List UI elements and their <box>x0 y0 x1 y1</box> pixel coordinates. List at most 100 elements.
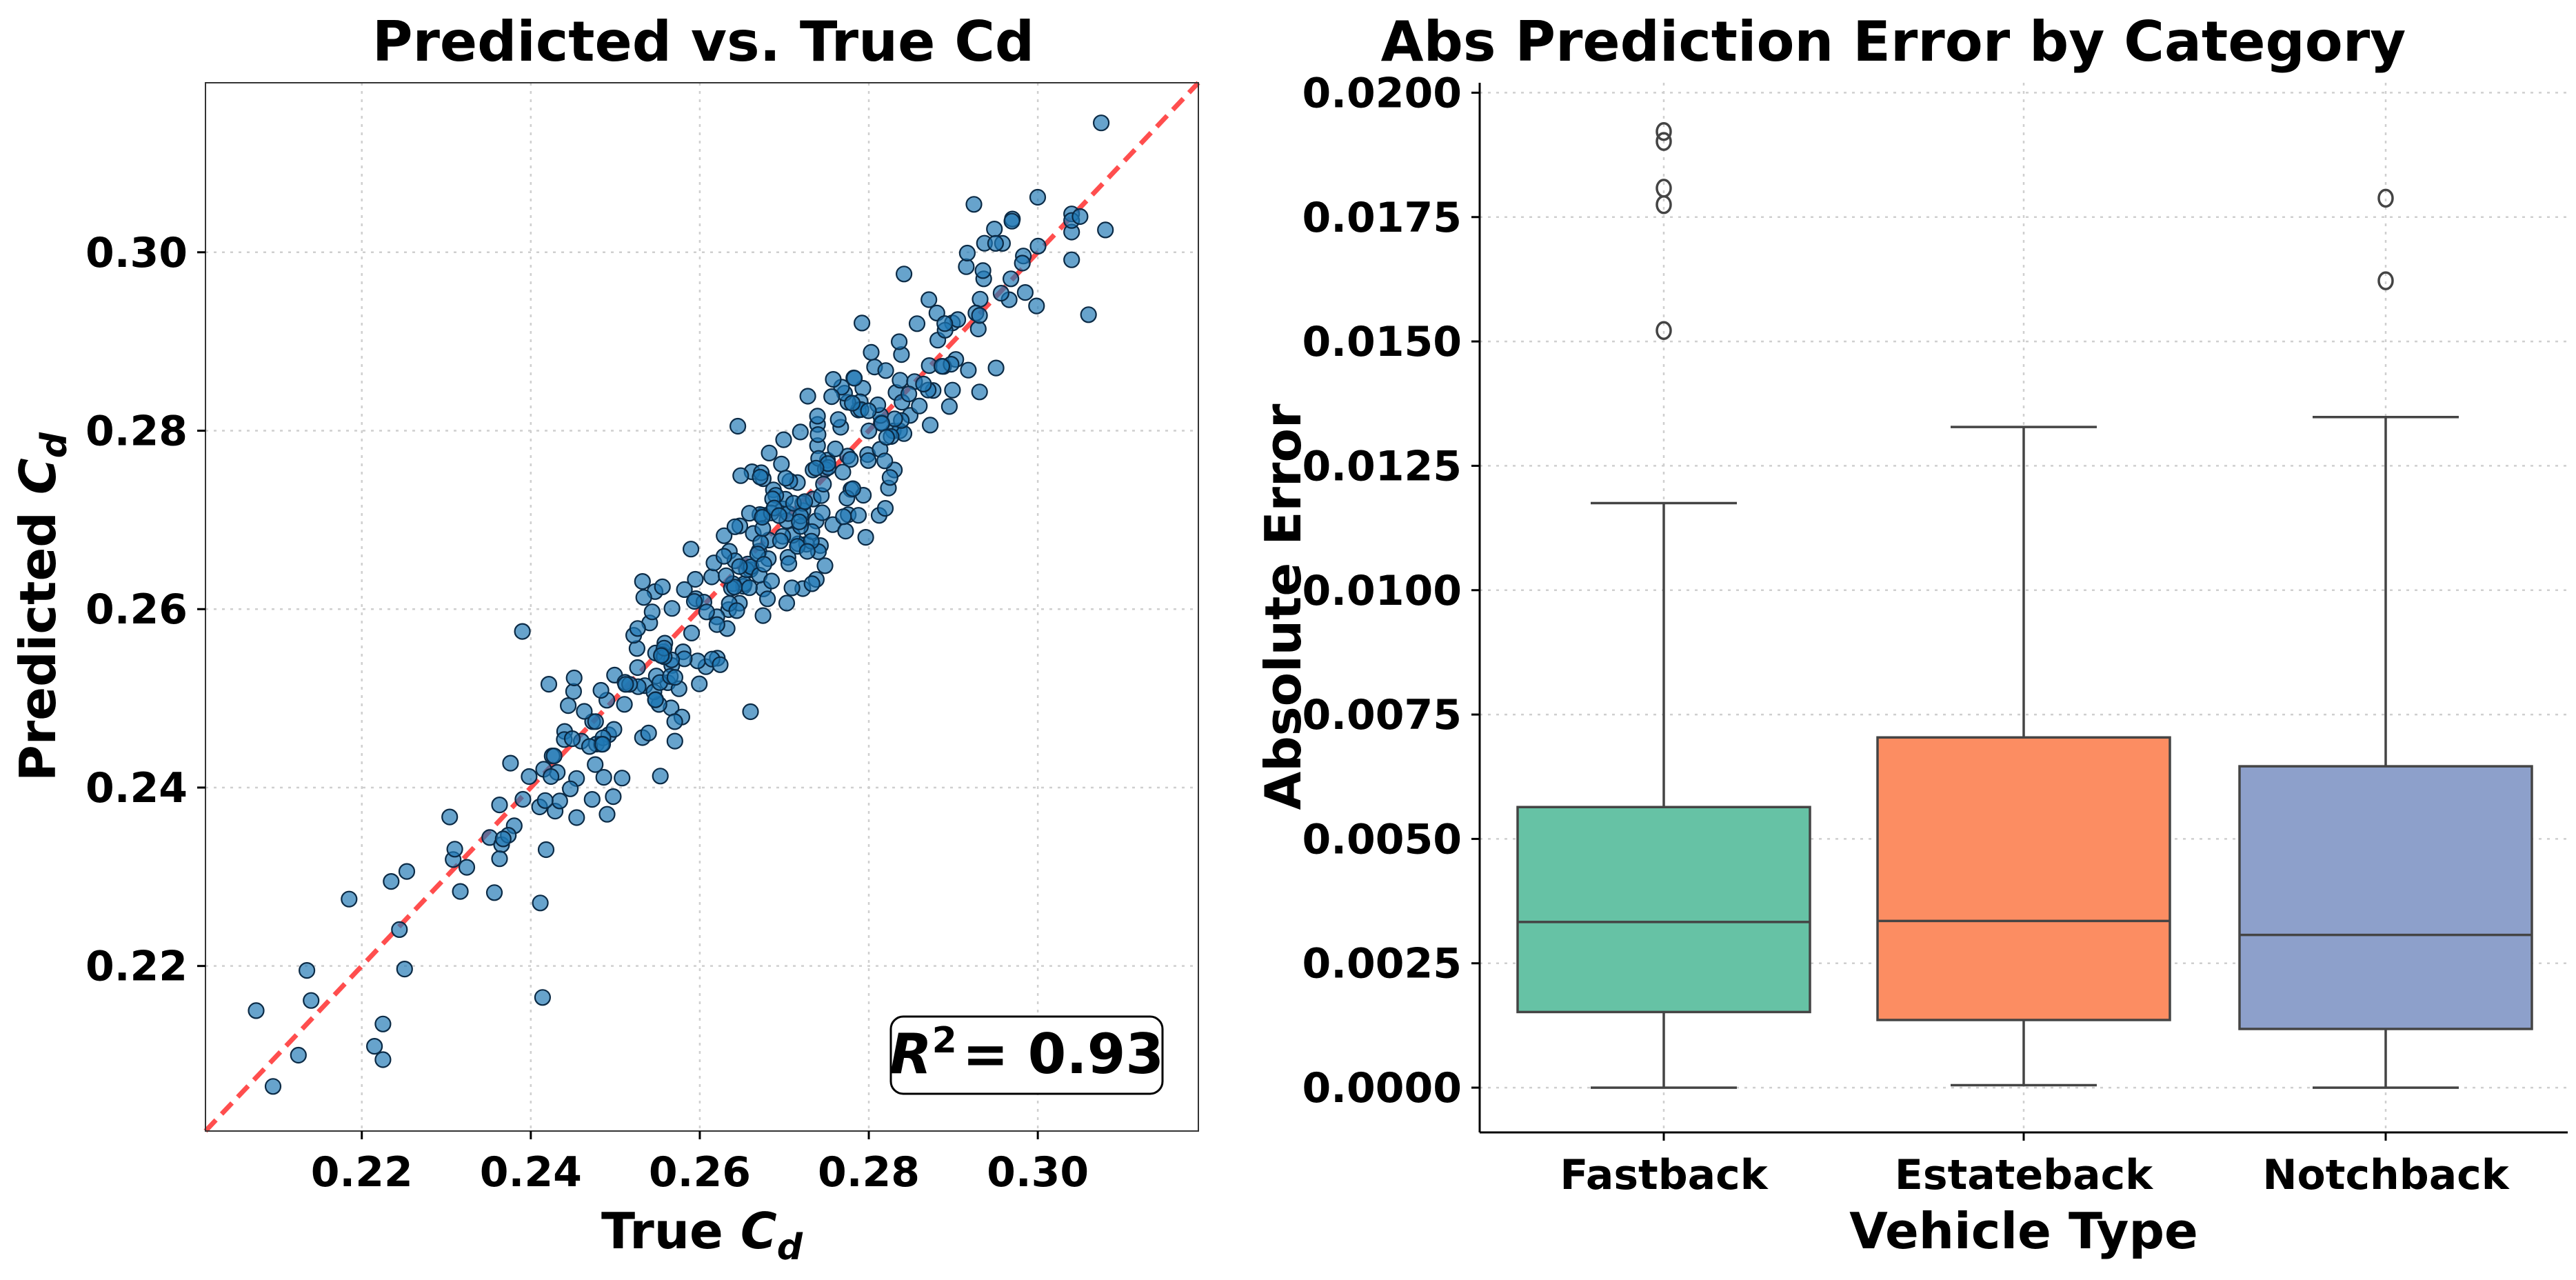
scatter-point <box>698 603 715 621</box>
scatter-x-axis-label: True Cd <box>601 1202 803 1268</box>
box-estateback <box>1876 426 2171 1087</box>
boxplot-x-tick-label: Estateback <box>1895 1151 2154 1199</box>
scatter-point <box>715 548 733 565</box>
scatter-point <box>494 830 512 848</box>
y-label-text: Predicted <box>9 512 67 781</box>
scatter-point <box>396 960 413 978</box>
r2-annotation-text: R2 = 0.93 <box>889 1020 1164 1086</box>
scatter-point <box>758 590 776 608</box>
scatter-point <box>857 528 874 546</box>
scatter-point <box>908 315 926 332</box>
scatter-point <box>965 196 983 213</box>
scatter-point <box>987 234 1005 252</box>
x-label-subscript: d <box>777 1227 803 1268</box>
scatter-point <box>365 1037 383 1055</box>
scatter-point <box>761 444 778 462</box>
scatter-point <box>742 703 759 721</box>
r2-symbol: R <box>889 1022 932 1086</box>
scatter-point <box>986 221 1003 238</box>
scatter-point <box>640 724 657 742</box>
scatter-point <box>1002 270 1020 288</box>
scatter-point <box>895 266 913 283</box>
scatter-point <box>617 676 634 693</box>
boxplot-y-tick-label: 0.0200 <box>1302 69 1462 117</box>
scatter-point <box>778 594 796 612</box>
scatter-point <box>1097 221 1114 239</box>
scatter-point <box>565 669 583 687</box>
scatter-point <box>876 452 894 470</box>
scatter-point <box>933 357 951 375</box>
scatter-point <box>576 703 593 720</box>
scatter-point <box>605 788 622 806</box>
scatter-axes-frame <box>205 82 1199 1132</box>
scatter-point <box>647 691 664 708</box>
scatter-y-tick-label: 0.26 <box>85 586 188 634</box>
scatter-panel: Predicted vs. True Cd 0.22 0.24 0.26 0.28 0.… <box>9 10 1200 1268</box>
scatter-point <box>837 522 854 540</box>
scatter-point <box>248 1002 265 1019</box>
scatter-point <box>783 579 801 597</box>
x-label-text: True <box>601 1202 723 1260</box>
scatter-point <box>873 414 891 432</box>
scatter-point <box>537 841 555 859</box>
outlier-point <box>1656 121 1672 141</box>
scatter-point <box>545 747 563 765</box>
scatter-point <box>374 1051 392 1068</box>
scatter-point <box>772 532 789 550</box>
scatter-point <box>1029 188 1047 206</box>
scatter-point <box>842 450 859 468</box>
scatter-point <box>682 541 700 558</box>
iqr-box <box>2238 765 2533 1030</box>
scatter-point <box>595 768 612 786</box>
scatter-point <box>845 370 863 387</box>
scatter-point <box>452 883 469 900</box>
boxplot-y-tick-label: 0.0100 <box>1302 567 1462 615</box>
scatter-title: Predicted vs. True Cd <box>372 10 1034 74</box>
scatter-point <box>1003 212 1020 230</box>
scatter-point <box>1016 284 1034 301</box>
scatter-point <box>876 499 894 517</box>
scatter-point <box>829 411 847 428</box>
scatter-point <box>825 370 842 388</box>
scatter-point <box>853 314 871 332</box>
scatter-point <box>900 386 918 403</box>
boxplot-y-axis-label: Absolute Error <box>1254 403 1312 810</box>
scatter-point <box>592 681 610 699</box>
scatter-point <box>629 659 646 677</box>
scatter-point <box>732 467 749 484</box>
scatter-y-axis-label: Predicted Cd <box>9 432 75 781</box>
scatter-point <box>741 579 758 597</box>
boxplot-grid <box>1480 83 2568 1132</box>
scatter-point <box>814 504 831 521</box>
r2-value: = 0.93 <box>963 1022 1164 1086</box>
scatter-point <box>849 507 867 524</box>
scatter-point <box>844 480 862 497</box>
scatter-point <box>798 543 816 560</box>
scatter-point <box>716 527 733 544</box>
boxplot-y-tick-label: 0.0050 <box>1302 815 1462 863</box>
scatter-point <box>712 656 729 673</box>
scatter-point <box>540 675 558 693</box>
scatter-point <box>687 570 704 588</box>
scatter-point <box>890 333 908 350</box>
scatter-point <box>561 780 579 797</box>
scatter-point <box>815 475 832 493</box>
scatter-point <box>587 713 604 730</box>
scatter-point <box>816 557 834 574</box>
iqr-box <box>1876 736 2171 1021</box>
scatter-point <box>491 796 508 814</box>
scatter-point <box>616 696 633 713</box>
scatter-point <box>731 558 748 575</box>
scatter-point <box>614 770 631 787</box>
y-label-subscript: d <box>34 432 75 458</box>
scatter-point <box>691 675 708 692</box>
scatter-point <box>944 381 961 399</box>
boxplot-panel: Abs Prediction Error by Category 0.00000… <box>1254 10 2568 1260</box>
scatter-point <box>374 1015 392 1032</box>
boxplot-x-ticks: Fastback Estateback Notchback <box>1560 1132 2510 1199</box>
scatter-point <box>863 343 880 361</box>
boxplot-y-tick-label: 0.0175 <box>1302 194 1462 242</box>
outlier-point <box>1656 132 1672 151</box>
scatter-point <box>635 589 652 606</box>
scatter-point <box>843 394 861 412</box>
